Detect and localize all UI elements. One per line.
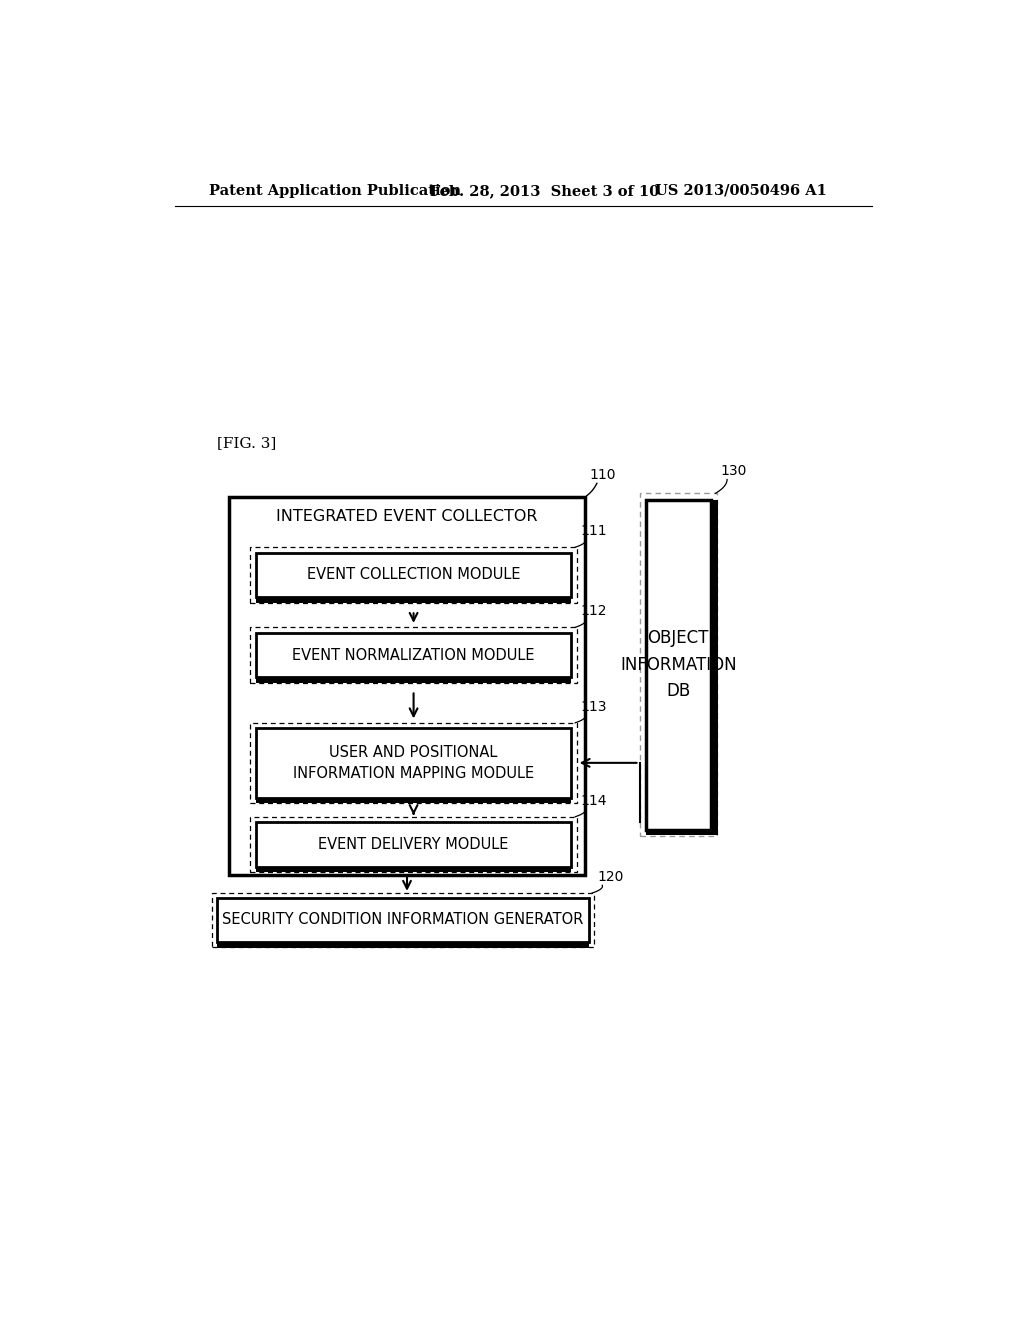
Bar bbox=[251, 627, 577, 682]
Bar bbox=[256, 597, 571, 603]
Bar bbox=[217, 898, 589, 942]
Bar bbox=[646, 830, 718, 836]
Bar bbox=[217, 942, 589, 948]
Bar bbox=[256, 729, 571, 797]
Text: 111: 111 bbox=[581, 524, 607, 539]
Bar bbox=[256, 553, 571, 598]
Text: OBJECT
INFORMATION
DB: OBJECT INFORMATION DB bbox=[620, 630, 736, 700]
Bar bbox=[256, 822, 571, 867]
Text: SECURITY CONDITION INFORMATION GENERATOR: SECURITY CONDITION INFORMATION GENERATOR bbox=[222, 912, 584, 928]
Text: Feb. 28, 2013  Sheet 3 of 10: Feb. 28, 2013 Sheet 3 of 10 bbox=[430, 183, 659, 198]
Text: EVENT NORMALIZATION MODULE: EVENT NORMALIZATION MODULE bbox=[292, 648, 535, 663]
Text: USER AND POSITIONAL
INFORMATION MAPPING MODULE: USER AND POSITIONAL INFORMATION MAPPING … bbox=[293, 744, 535, 781]
Text: 130: 130 bbox=[721, 463, 748, 478]
Text: 113: 113 bbox=[581, 700, 607, 714]
Text: INTEGRATED EVENT COLLECTOR: INTEGRATED EVENT COLLECTOR bbox=[276, 510, 538, 524]
Bar bbox=[711, 499, 718, 836]
Bar bbox=[256, 677, 571, 682]
Bar bbox=[640, 494, 717, 836]
Bar bbox=[256, 797, 571, 803]
Text: EVENT DELIVERY MODULE: EVENT DELIVERY MODULE bbox=[318, 837, 509, 851]
Text: 114: 114 bbox=[581, 793, 607, 808]
Text: Patent Application Publication: Patent Application Publication bbox=[209, 183, 462, 198]
Text: EVENT COLLECTION MODULE: EVENT COLLECTION MODULE bbox=[307, 568, 520, 582]
Text: 110: 110 bbox=[589, 467, 615, 482]
Bar bbox=[256, 632, 571, 677]
Bar bbox=[251, 817, 577, 873]
Text: US 2013/0050496 A1: US 2013/0050496 A1 bbox=[655, 183, 826, 198]
Bar bbox=[251, 548, 577, 603]
Bar bbox=[251, 723, 577, 803]
Bar bbox=[646, 499, 711, 830]
Text: [FIG. 3]: [FIG. 3] bbox=[217, 437, 276, 450]
Text: 112: 112 bbox=[581, 605, 607, 618]
Bar bbox=[256, 867, 571, 873]
Bar bbox=[212, 894, 594, 946]
Text: 120: 120 bbox=[598, 870, 624, 884]
